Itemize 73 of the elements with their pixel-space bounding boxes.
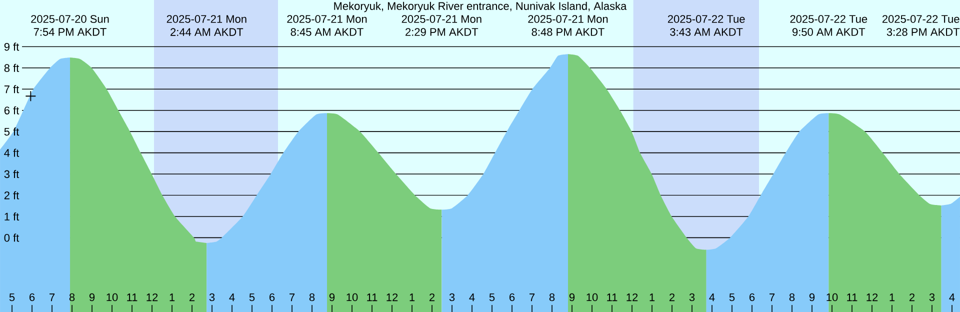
x-tick-label: 4	[469, 294, 475, 302]
annotation: 2025-07-22 Tue	[882, 15, 960, 23]
x-tick-label: 4	[709, 294, 715, 302]
annotation: 2025-07-20 Sun	[31, 15, 109, 23]
annotation: 9:50 AM AKDT	[792, 28, 866, 36]
annotation: 2025-07-21 Mon	[166, 15, 246, 23]
annotation: 2025-07-21 Mon	[287, 15, 367, 23]
x-tick-label: 6	[270, 293, 275, 302]
x-tick-label: 9	[569, 293, 575, 302]
x-tick-label: 10	[106, 293, 118, 302]
x-tick-label: 8	[549, 293, 555, 302]
x-tick-label: 7	[530, 294, 535, 302]
x-tick-label: 3	[449, 293, 455, 302]
y-tick-label: 5 ft	[4, 128, 20, 136]
x-tick-label: 12	[866, 293, 878, 302]
x-tick-label: 2	[430, 293, 435, 302]
x-tick-label: 8	[789, 293, 795, 302]
x-tick-label: 11	[847, 294, 858, 302]
x-tick-label: 2	[190, 293, 195, 302]
annotation: 2025-07-22 Tue	[790, 15, 868, 23]
y-tick-label: 6 ft	[4, 106, 20, 114]
x-tick-label: 12	[626, 293, 638, 302]
x-tick-label: 10	[586, 293, 598, 302]
chart-title: Mekoryuk, Mekoryuk River entrance, Nunivak Island, Alaska	[334, 2, 627, 12]
x-tick-label: 5	[9, 293, 15, 302]
x-tick-label: 7	[50, 294, 55, 302]
x-tick-label: 12	[146, 293, 158, 302]
x-tick-label: 1	[650, 294, 655, 302]
x-tick-label: 7	[770, 294, 775, 302]
x-tick-label: 5	[489, 293, 495, 302]
x-tick-label: 9	[809, 293, 815, 302]
annotation: 2025-07-21 Mon	[402, 15, 482, 23]
x-tick-label: 5	[729, 293, 735, 302]
y-tick-label: 9 ft	[4, 42, 20, 51]
annotation: 3:28 PM AKDT	[886, 28, 960, 36]
x-tick-label: 8	[309, 293, 315, 302]
x-tick-label: 12	[386, 293, 398, 302]
x-tick-label: 3	[929, 293, 935, 302]
y-tick-label: 4 ft	[4, 148, 20, 157]
x-tick-label: 9	[89, 293, 95, 302]
annotation: 8:48 PM AKDT	[532, 28, 604, 36]
x-tick-label: 6	[510, 293, 515, 302]
x-tick-label: 2	[909, 293, 915, 302]
x-tick-label: 6	[30, 293, 35, 302]
y-tick-label: 0 ft	[4, 234, 20, 242]
annotation: 2025-07-22 Tue	[668, 15, 745, 23]
y-tick-label: 3 ft	[4, 170, 20, 178]
x-tick-label: 2	[669, 293, 675, 302]
x-tick-label: 1	[890, 294, 895, 302]
x-tick-label: 1	[170, 294, 175, 302]
x-tick-label: 4	[229, 294, 235, 302]
x-tick-label: 11	[367, 294, 378, 302]
annotation: 7:54 PM AKDT	[34, 28, 106, 36]
y-tick-label: 8 ft	[4, 64, 20, 72]
x-tick-label: 11	[127, 294, 138, 302]
y-tick-label: 1 ft	[4, 212, 20, 220]
x-tick-label: 10	[346, 293, 358, 302]
x-tick-label: 7	[290, 294, 295, 302]
annotation: 2:44 AM AKDT	[170, 28, 244, 36]
x-tick-label: 3	[689, 293, 695, 302]
x-tick-label: 1	[410, 294, 415, 302]
annotation: 2025-07-21 Mon	[528, 15, 608, 23]
y-tick-label: 2 ft	[4, 191, 20, 200]
x-tick-label: 9	[329, 293, 335, 302]
y-tick-label: 7 ft	[4, 85, 20, 94]
x-tick-label: 3	[209, 293, 215, 302]
x-tick-label: 5	[249, 293, 255, 302]
annotation: 2:29 PM AKDT	[406, 28, 478, 36]
x-tick-label: 4	[949, 294, 955, 302]
x-tick-label: 6	[750, 293, 755, 302]
x-tick-label: 11	[607, 294, 618, 302]
annotation: 8:45 AM AKDT	[290, 28, 364, 36]
annotation: 3:43 AM AKDT	[670, 28, 743, 36]
